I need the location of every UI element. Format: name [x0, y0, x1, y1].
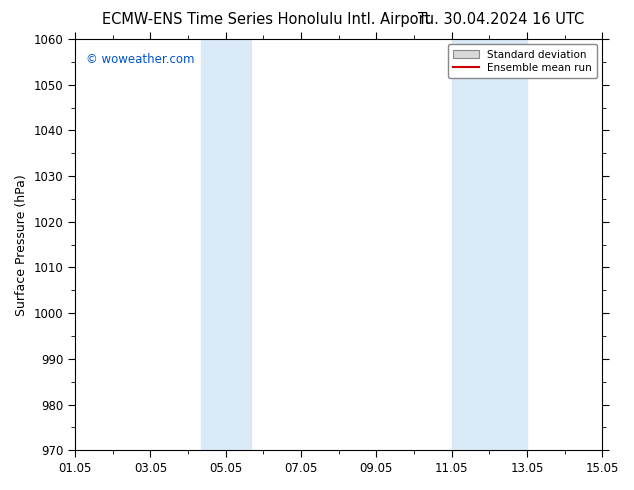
- Text: Tu. 30.04.2024 16 UTC: Tu. 30.04.2024 16 UTC: [418, 12, 584, 27]
- Text: © woweather.com: © woweather.com: [86, 53, 194, 67]
- Bar: [226, 39, 251, 450]
- Legend: Standard deviation, Ensemble mean run: Standard deviation, Ensemble mean run: [448, 44, 597, 78]
- Y-axis label: Surface Pressure (hPa): Surface Pressure (hPa): [15, 174, 28, 316]
- Text: ECMW-ENS Time Series Honolulu Intl. Airport: ECMW-ENS Time Series Honolulu Intl. Airp…: [102, 12, 430, 27]
- Bar: [200, 39, 226, 450]
- Bar: [451, 39, 477, 450]
- Bar: [477, 39, 527, 450]
